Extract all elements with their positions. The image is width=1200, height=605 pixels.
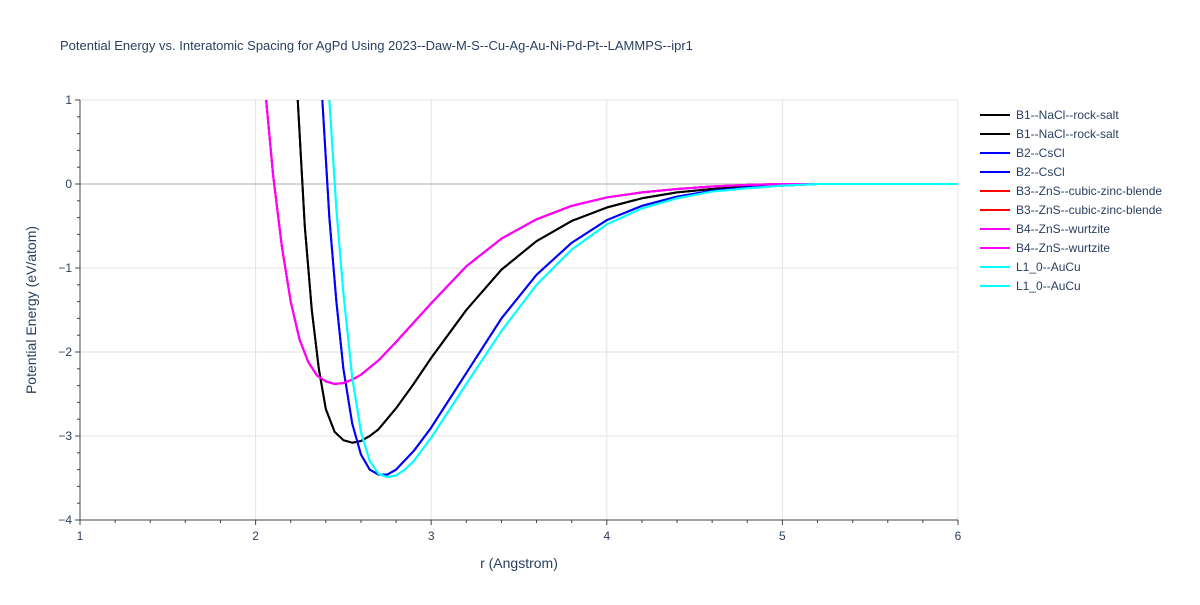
y-tick-label: −3	[58, 429, 72, 443]
series-line-6	[265, 100, 958, 385]
legend-label[interactable]: L1_0--AuCu	[1016, 279, 1081, 293]
x-tick-label: 5	[779, 529, 786, 543]
x-axis-title: r (Angstrom)	[480, 555, 558, 571]
x-tick-label: 3	[428, 529, 435, 543]
series-line-4	[321, 100, 958, 476]
y-tick-label: −1	[58, 261, 72, 275]
y-tick-label: −2	[58, 345, 72, 359]
x-tick-label: 1	[77, 529, 84, 543]
series-line-2	[296, 100, 958, 444]
x-tick-label: 4	[603, 529, 610, 543]
series-line-1	[296, 100, 958, 444]
legend-label[interactable]: B1--NaCl--rock-salt	[1016, 127, 1119, 141]
series-line-7	[265, 100, 958, 385]
legend-label[interactable]: B3--ZnS--cubic-zinc-blende	[1016, 203, 1162, 217]
legend-label[interactable]: B4--ZnS--wurtzite	[1016, 241, 1110, 255]
series-line-5	[265, 100, 958, 385]
y-axis-title: Potential Energy (eV/atom)	[23, 226, 39, 394]
x-tick-label: 6	[955, 529, 962, 543]
y-tick-label: 0	[65, 177, 72, 191]
x-tick-label: 2	[252, 529, 259, 543]
legend-label[interactable]: L1_0--AuCu	[1016, 260, 1081, 274]
series-line-8	[265, 100, 958, 385]
legend-label[interactable]: B1--NaCl--rock-salt	[1016, 108, 1119, 122]
chart-title: Potential Energy vs. Interatomic Spacing…	[60, 38, 693, 53]
legend-label[interactable]: B2--CsCl	[1016, 146, 1065, 160]
series-line-3	[321, 100, 958, 476]
y-tick-label: −4	[58, 513, 72, 527]
legend-label[interactable]: B2--CsCl	[1016, 165, 1065, 179]
series-line-9	[328, 100, 958, 479]
legend-label[interactable]: B4--ZnS--wurtzite	[1016, 222, 1110, 236]
legend-label[interactable]: B3--ZnS--cubic-zinc-blende	[1016, 184, 1162, 198]
series-line-10	[328, 100, 958, 479]
y-tick-label: 1	[65, 93, 72, 107]
